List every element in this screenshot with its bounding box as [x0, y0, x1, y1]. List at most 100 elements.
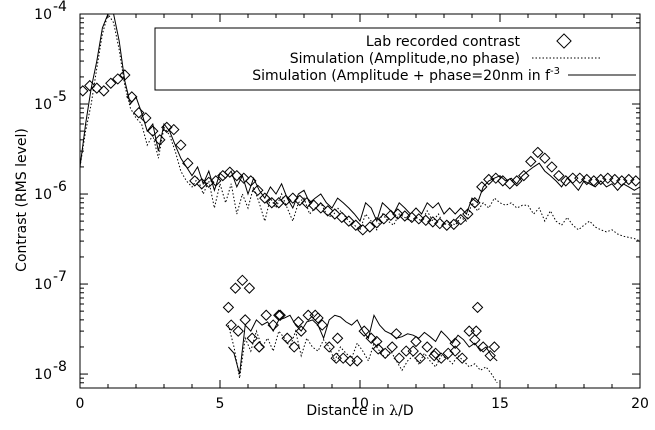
data-point-diamond — [595, 173, 607, 186]
data-point-diamond — [488, 341, 501, 353]
data-point-diamond — [449, 345, 461, 357]
data-point-diamond — [312, 312, 324, 324]
data-point-diamond — [292, 316, 305, 328]
data-point-diamond — [414, 352, 426, 364]
data-point-diamond — [497, 175, 509, 187]
data-point-diamond — [386, 341, 398, 353]
y-tick-label: 10 — [34, 367, 52, 383]
y-tick-label: 10 — [34, 97, 52, 113]
data-point-diamond — [322, 205, 334, 217]
data-point-diamond — [539, 152, 551, 164]
data-point-diamond — [323, 341, 335, 353]
data-point-diamond — [189, 175, 201, 187]
data-point-diamond — [308, 199, 320, 211]
data-point-diamond — [421, 341, 433, 353]
data-point-diamond — [470, 325, 482, 337]
data-point-diamond — [525, 155, 537, 168]
data-point-diamond — [337, 352, 349, 364]
data-point-diamond — [553, 169, 565, 182]
y-tick-label-base: 10 — [34, 187, 52, 203]
data-point-diamond — [281, 332, 293, 344]
data-point-diamond — [484, 349, 496, 362]
data-point-diamond — [371, 217, 383, 229]
data-point-diamond — [105, 77, 117, 89]
x-tick-label: 10 — [351, 396, 369, 412]
legend-label-no-phase: Simulation (Amplitude,no phase) — [290, 51, 520, 67]
data-point-diamond — [574, 172, 586, 184]
y-tick-label-base: 10 — [34, 7, 52, 23]
y-tick-label: 10 — [34, 187, 52, 203]
data-point-diamond — [623, 173, 635, 186]
x-axis-label-symbol: λ — [389, 403, 398, 419]
y-tick-label-exponent: -6 — [53, 179, 67, 195]
data-point-diamond — [413, 213, 425, 225]
legend-label-lab: Lab recorded contrast — [366, 34, 521, 50]
x-tick-label: 5 — [216, 396, 225, 412]
data-point-diamond — [98, 85, 110, 97]
data-point-diamond — [175, 139, 187, 151]
y-tick-label-exponent: -5 — [53, 89, 67, 105]
x-tick-label: 15 — [491, 396, 509, 412]
data-point-diamond — [434, 217, 446, 230]
data-point-diamond — [351, 355, 363, 367]
data-point-diamond — [236, 274, 249, 287]
data-point-diamond — [393, 352, 405, 364]
y-tick-label-base: 10 — [34, 97, 52, 113]
x-tick-label: 0 — [76, 396, 85, 412]
data-point-diamond — [390, 328, 403, 340]
legend-label-phase-sup: -3 — [550, 66, 560, 77]
data-point-diamond — [365, 332, 377, 344]
data-point-diamond — [112, 73, 124, 85]
y-axis-label: Contrast (RMS level) — [14, 128, 30, 272]
y-tick-label-base: 10 — [34, 367, 52, 383]
data-point-diamond — [429, 347, 442, 360]
data-point-diamond — [287, 192, 299, 204]
legend-label-phase-text: Simulation (Amplitude + phase=20nm in f — [252, 68, 551, 84]
data-point-diamond — [232, 325, 244, 337]
data-point-diamond — [238, 172, 250, 184]
data-point-diamond — [239, 314, 251, 326]
y-tick-label-exponent: -4 — [53, 0, 67, 15]
data-point-diamond — [602, 172, 614, 184]
data-point-diamond — [378, 213, 390, 225]
data-point-diamond — [260, 309, 272, 321]
series-line-phase — [228, 313, 498, 375]
data-point-diamond — [288, 341, 300, 353]
x-axis-label-prefix: Distance in — [306, 403, 389, 419]
data-point-diamond — [609, 173, 621, 186]
data-point-diamond — [253, 341, 265, 353]
data-point-diamond — [456, 352, 468, 364]
data-point-diamond — [343, 215, 355, 227]
data-point-diamond — [532, 146, 544, 159]
series-line-no-phase — [227, 324, 498, 384]
data-point-diamond — [253, 341, 265, 353]
data-point-diamond — [331, 332, 344, 344]
data-point-diamond — [372, 343, 384, 355]
data-point-diamond — [455, 213, 467, 226]
legend: Lab recorded contrast Simulation (Amplit… — [154, 27, 641, 91]
data-point-diamond — [364, 221, 376, 233]
legend-label-phase: Simulation (Amplitude + phase=20nm in f-… — [252, 66, 560, 84]
data-point-diamond — [581, 173, 593, 186]
data-point-diamond — [471, 301, 484, 314]
data-point-diamond — [399, 210, 411, 222]
series-line-phase — [80, 14, 640, 223]
data-point-diamond — [295, 325, 307, 337]
data-point-diamond — [477, 341, 489, 353]
data-point-diamond — [410, 335, 422, 348]
data-point-diamond — [420, 214, 432, 227]
y-tick-label: 10 — [34, 7, 52, 23]
data-point-diamond — [406, 211, 418, 224]
data-point-diamond — [449, 337, 461, 349]
x-tick-label: 20 — [631, 396, 649, 412]
data-point-diamond — [224, 166, 236, 178]
data-point-diamond — [80, 85, 89, 97]
data-point-diamond — [546, 161, 558, 173]
data-point-diamond — [243, 282, 256, 294]
data-point-diamond — [229, 282, 242, 294]
data-point-diamond — [630, 175, 640, 187]
data-point-diamond — [442, 347, 454, 360]
y-tick-label: 10 — [34, 277, 52, 293]
